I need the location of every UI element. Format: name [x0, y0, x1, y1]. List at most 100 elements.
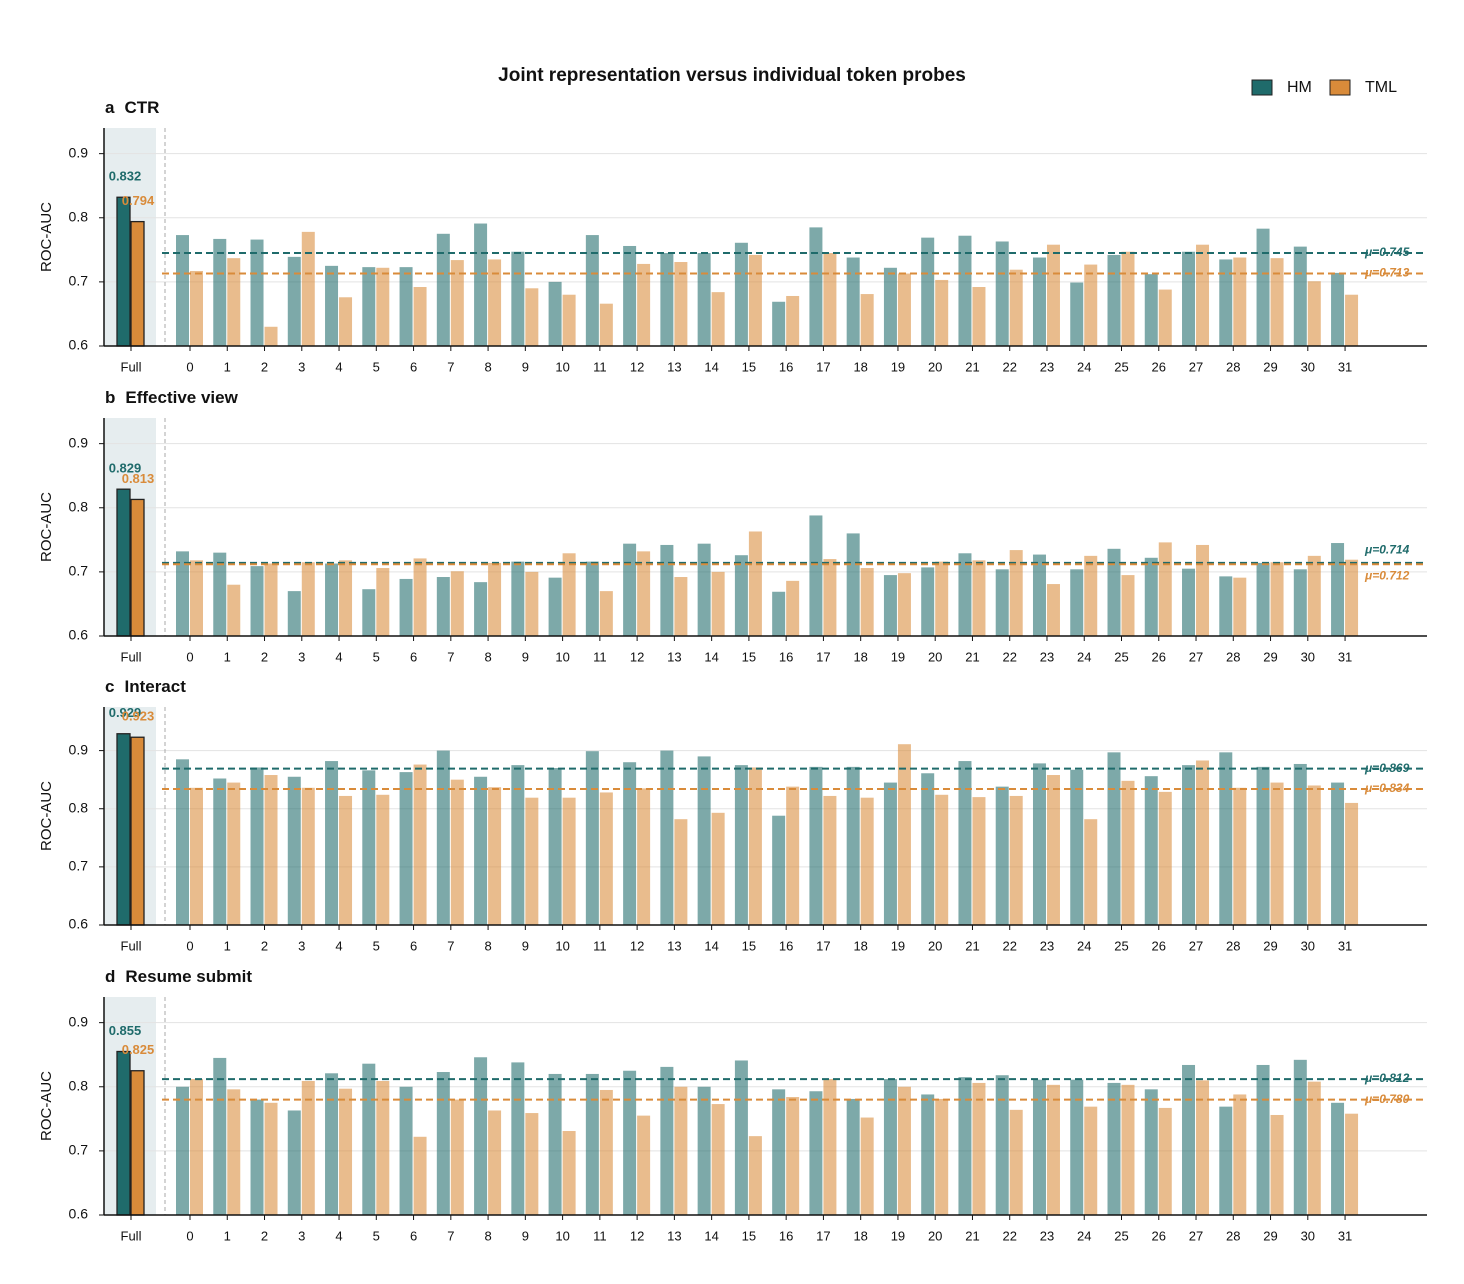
bar [488, 787, 502, 925]
x-tick-label: 4 [335, 1228, 342, 1243]
bar [897, 744, 911, 925]
x-tick-label: 21 [965, 649, 979, 664]
x-tick-label: 22 [1002, 359, 1016, 374]
x-tick-label: 31 [1338, 359, 1352, 374]
bar [860, 1117, 874, 1215]
bar [413, 287, 427, 346]
x-tick-label: 21 [965, 1228, 979, 1243]
bar [525, 797, 539, 925]
bar [339, 795, 353, 925]
bar [697, 1086, 711, 1215]
bar [585, 235, 599, 346]
bar [1032, 763, 1046, 925]
x-tick-label: 21 [965, 359, 979, 374]
bar [972, 560, 986, 636]
bar [1293, 246, 1307, 346]
bar [1158, 1107, 1172, 1215]
bar [301, 562, 315, 636]
mean-label: μ=0.745 [1364, 245, 1410, 259]
bar [585, 561, 599, 636]
x-tick-label: 9 [522, 1228, 529, 1243]
x-tick-label: 26 [1152, 359, 1166, 374]
x-tick-label: 15 [742, 359, 756, 374]
bar [1331, 1102, 1345, 1215]
x-tick-label: 23 [1040, 938, 1054, 953]
bar [399, 772, 413, 925]
bar [287, 591, 301, 636]
bar [883, 267, 897, 346]
bar [525, 571, 539, 636]
x-tick-label: 13 [667, 1228, 681, 1243]
x-tick-label: 26 [1152, 938, 1166, 953]
bar [1182, 568, 1196, 636]
x-tick-label: 7 [447, 938, 454, 953]
bar [1144, 274, 1158, 346]
x-tick-label: 9 [522, 649, 529, 664]
bar [674, 262, 688, 346]
bar [287, 1110, 301, 1215]
bar [1270, 1114, 1284, 1215]
bar [734, 1060, 748, 1215]
bar [623, 1070, 637, 1215]
y-tick-label: 0.6 [69, 337, 89, 353]
bar [1009, 269, 1023, 346]
bar [995, 786, 1009, 925]
bar [548, 1073, 562, 1215]
bar [1219, 576, 1233, 636]
y-tick-label: 0.9 [69, 434, 89, 450]
bar [637, 1115, 651, 1215]
x-tick-label: 20 [928, 938, 942, 953]
panel-title: d Resume submit [105, 967, 252, 986]
bar [1107, 752, 1121, 925]
bar [748, 767, 762, 925]
bar [130, 220, 145, 347]
y-tick-label: 0.8 [69, 1077, 89, 1093]
x-tick-label: 10 [555, 938, 569, 953]
bar [376, 794, 390, 925]
bar [935, 1098, 949, 1215]
value-label: 0.923 [122, 709, 155, 724]
bar [525, 288, 539, 346]
bar [213, 238, 227, 346]
x-tick-label: 30 [1301, 649, 1315, 664]
x-tick-label: 31 [1338, 1228, 1352, 1243]
bar [1307, 785, 1321, 925]
value-label: 0.794 [122, 193, 155, 208]
bar [1107, 548, 1121, 636]
bar [436, 233, 450, 346]
panel-letter: c [105, 677, 114, 696]
bar [325, 761, 339, 925]
x-tick-label: 13 [667, 359, 681, 374]
bar [1219, 752, 1233, 925]
bar [585, 751, 599, 925]
x-tick-label: 0 [186, 649, 193, 664]
bar [399, 267, 413, 346]
bar [1256, 562, 1270, 636]
bar [995, 1075, 1009, 1215]
x-tick-label: 4 [335, 649, 342, 664]
bar [935, 794, 949, 925]
bar [786, 786, 800, 925]
bar [562, 553, 576, 636]
bar [474, 223, 488, 346]
x-tick-label: 20 [928, 359, 942, 374]
bar [399, 578, 413, 636]
bar [1293, 569, 1307, 636]
y-tick-label: 0.6 [69, 916, 89, 932]
value-label: 0.929 [109, 705, 142, 720]
bar [339, 560, 353, 636]
x-tick-label: 16 [779, 359, 793, 374]
x-tick-label: 1 [224, 649, 231, 664]
bar [1084, 264, 1098, 346]
bar [860, 797, 874, 925]
bar [637, 551, 651, 636]
x-tick-label: 5 [373, 938, 380, 953]
bar [1182, 251, 1196, 346]
bar [823, 795, 837, 925]
value-label: 0.825 [122, 1042, 155, 1057]
bar [325, 1073, 339, 1215]
y-tick-label: 0.6 [69, 1206, 89, 1222]
bar [1121, 575, 1135, 636]
x-tick-label: 2 [261, 359, 268, 374]
value-label: 0.855 [109, 1023, 142, 1038]
